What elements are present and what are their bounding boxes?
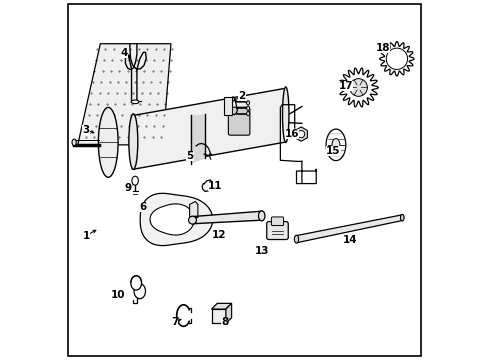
Polygon shape <box>189 202 198 218</box>
Polygon shape <box>202 180 212 192</box>
Text: 15: 15 <box>325 145 340 156</box>
Polygon shape <box>379 41 413 76</box>
Polygon shape <box>190 114 204 164</box>
Circle shape <box>349 78 366 96</box>
Text: 17: 17 <box>338 81 352 91</box>
Circle shape <box>297 131 304 138</box>
Text: 4: 4 <box>121 48 128 58</box>
Ellipse shape <box>331 139 339 151</box>
Text: 2: 2 <box>238 91 245 101</box>
Text: 6: 6 <box>140 202 147 212</box>
Ellipse shape <box>282 87 288 143</box>
Text: 9: 9 <box>124 183 131 193</box>
Ellipse shape <box>294 235 298 243</box>
Text: 12: 12 <box>211 230 225 239</box>
FancyBboxPatch shape <box>228 107 249 135</box>
Ellipse shape <box>325 129 345 161</box>
Polygon shape <box>296 215 402 243</box>
Polygon shape <box>225 303 231 323</box>
Polygon shape <box>78 44 171 145</box>
FancyBboxPatch shape <box>271 217 283 226</box>
Ellipse shape <box>72 139 76 145</box>
Ellipse shape <box>258 211 264 221</box>
Ellipse shape <box>400 215 403 221</box>
FancyBboxPatch shape <box>266 222 287 239</box>
Polygon shape <box>192 211 261 224</box>
Text: 3: 3 <box>82 125 89 135</box>
Ellipse shape <box>98 107 118 177</box>
Polygon shape <box>211 309 225 323</box>
Text: 18: 18 <box>375 43 389 53</box>
Bar <box>223 97 231 116</box>
Ellipse shape <box>131 100 139 104</box>
Polygon shape <box>338 68 378 107</box>
Ellipse shape <box>246 106 249 111</box>
Ellipse shape <box>132 176 138 185</box>
Polygon shape <box>133 89 284 169</box>
Text: 8: 8 <box>221 317 228 327</box>
Polygon shape <box>211 303 231 309</box>
Ellipse shape <box>134 284 145 299</box>
Ellipse shape <box>128 114 138 170</box>
Polygon shape <box>294 127 307 141</box>
Text: 10: 10 <box>111 291 125 301</box>
Text: 5: 5 <box>186 150 193 161</box>
Polygon shape <box>140 193 212 246</box>
Ellipse shape <box>188 216 196 224</box>
Text: 16: 16 <box>284 129 299 139</box>
Text: 11: 11 <box>207 181 222 192</box>
Text: 13: 13 <box>254 246 268 256</box>
Polygon shape <box>150 204 194 235</box>
Text: 7: 7 <box>170 317 178 327</box>
Text: 14: 14 <box>342 235 357 245</box>
Circle shape <box>386 48 407 69</box>
Text: 1: 1 <box>82 231 89 240</box>
Ellipse shape <box>131 276 142 290</box>
Ellipse shape <box>246 101 249 105</box>
Ellipse shape <box>246 112 249 116</box>
